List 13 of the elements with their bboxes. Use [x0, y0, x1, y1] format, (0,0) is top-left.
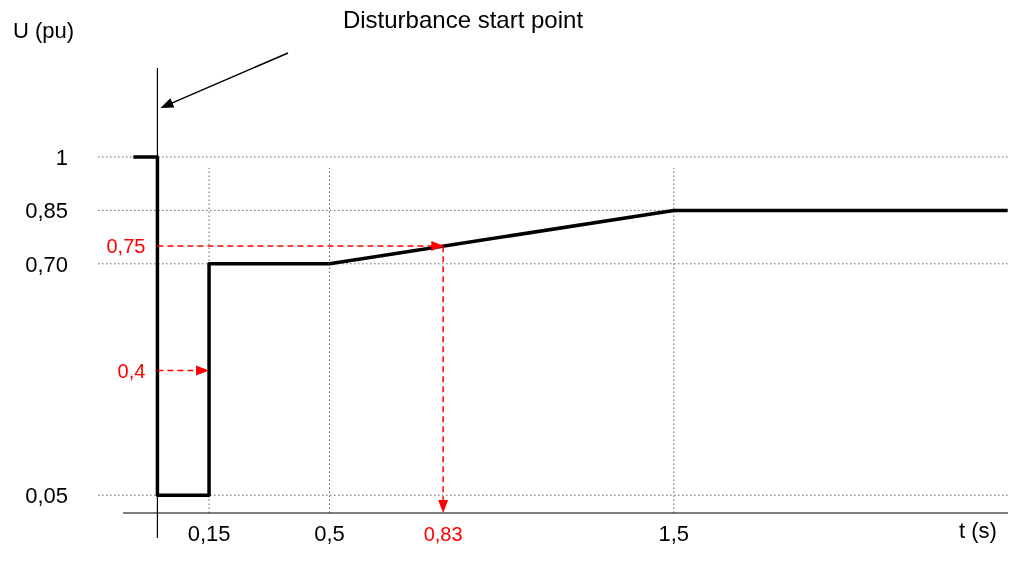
x-tick-label: 0,15: [187, 521, 231, 546]
text: Disturbance start point: [342, 6, 584, 33]
x-tick-label: 1,5: [658, 521, 690, 546]
ref-line-label: 0,4: [117, 359, 146, 382]
ref-line-label: 0,75: [106, 235, 146, 257]
ref-line-label: 0,83: [423, 523, 463, 545]
y-tick-label: 0,85: [25, 198, 68, 224]
y-tick-label: 0,70: [25, 251, 68, 277]
x-tick-label: 0,5: [314, 521, 345, 546]
y-axis-title: U (pu): [13, 18, 75, 43]
y-tick-label: 0,05: [25, 482, 68, 508]
x-axis-title: t (s): [959, 518, 997, 543]
y-tick-label: 1: [55, 144, 68, 170]
